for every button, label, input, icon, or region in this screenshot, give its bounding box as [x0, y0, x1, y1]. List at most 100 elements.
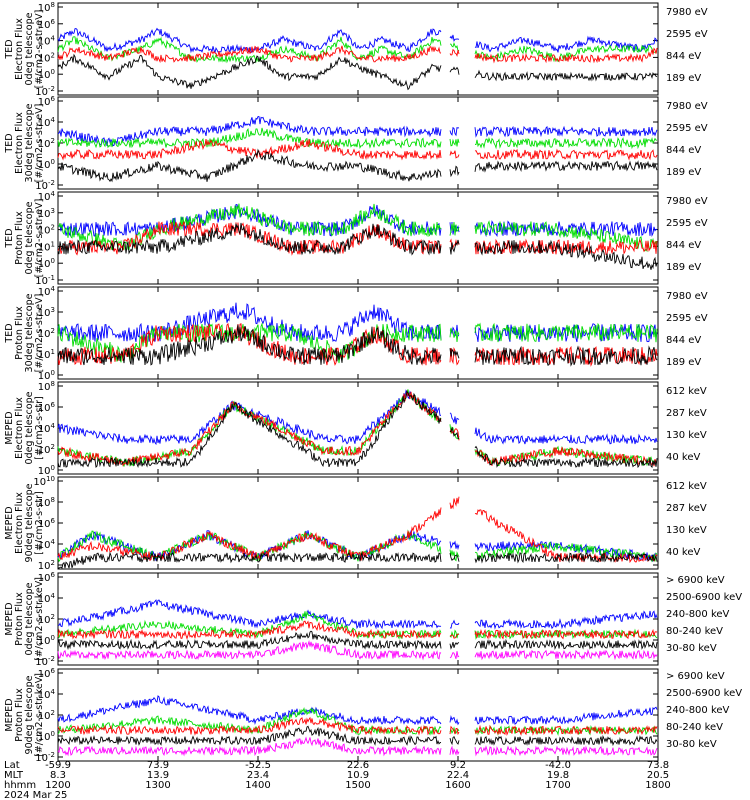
series-2595-ev: [57, 138, 658, 161]
series-130-kev: [57, 389, 658, 468]
y-tick-label: 104: [38, 285, 56, 298]
x-tick-hhmm-label: 1600: [445, 780, 470, 791]
mlt-row-label: MLT: [4, 770, 24, 781]
x-tick-mlt-label: 8.3: [50, 770, 66, 781]
series-2500-6900-kev: [57, 630, 658, 651]
legend--6900-kev: > 6900 keV: [666, 671, 725, 682]
series-7980-ev: [57, 53, 658, 91]
legend-240-800-kev: 240-800 keV: [666, 609, 730, 620]
y-tick-label: 108: [38, 380, 55, 393]
y-tick-label: 100: [38, 68, 55, 81]
series-40-kev: [57, 389, 658, 446]
y-tick-label: 104: [38, 592, 56, 605]
series-7980-ev: [57, 222, 658, 270]
y-tick-label: 100: [38, 634, 55, 647]
y-tick-label: 104: [38, 538, 56, 551]
y-tick-label: 102: [38, 613, 55, 626]
x-tick-lat-label: -59.9: [45, 760, 71, 771]
legend-7980-ev: 7980 eV: [666, 196, 708, 207]
y-tick-label: 100: [38, 257, 55, 270]
y-tick-label: 100: [38, 369, 55, 382]
y-tick-label: 102: [38, 224, 55, 237]
series-7980-ev: [57, 148, 658, 183]
legend-7980-ev: 7980 eV: [666, 7, 708, 18]
legend-844-ev: 844 eV: [666, 240, 701, 251]
lat-row-label: Lat: [4, 760, 20, 771]
x-tick-hhmm-label: 1400: [245, 780, 270, 791]
y-tick-label: 104: [38, 116, 56, 129]
y-tick-label: 102: [38, 51, 55, 64]
legend-844-ev: 844 eV: [666, 51, 701, 62]
legend-130-kev: 130 keV: [666, 430, 707, 441]
x-tick-mlt-label: 19.8: [547, 770, 569, 781]
panel-frame: [57, 191, 659, 285]
legend-2595-ev: 2595 eV: [666, 313, 708, 324]
date-label: 2024 Mar 25: [4, 790, 67, 800]
legend-612-kev: 612 keV: [666, 481, 707, 492]
legend-189-ev: 189 eV: [666, 167, 701, 178]
y-tick-label: 10-1: [35, 274, 55, 287]
x-tick-hhmm-label: 1700: [545, 780, 570, 791]
y-axis-label: TEDElectron Flux0deg telescope[#/cm2-s-s…: [4, 10, 45, 89]
legend-2595-ev: 2595 eV: [666, 29, 708, 40]
legend-2500-6900-kev: 2500-6900 keV: [666, 592, 742, 603]
y-axis-label: TEDProton Flux30deg telescope[#/cm2-s-st…: [4, 293, 45, 372]
legend-80-240-kev: 80-240 keV: [666, 626, 723, 637]
y-tick-label: 102: [38, 443, 55, 456]
legend-2595-ev: 2595 eV: [666, 123, 708, 134]
legend--6900-kev: > 6900 keV: [666, 575, 725, 586]
legend-287-kev: 287 keV: [666, 408, 707, 419]
y-tick-label: 104: [38, 688, 56, 701]
series-240-800-kev: [57, 620, 658, 640]
x-tick-lat-label: 22.6: [347, 760, 369, 771]
y-tick-label: 101: [38, 240, 55, 253]
legend-30-80-kev: 30-80 keV: [666, 739, 717, 750]
series-6900-kev: [57, 736, 658, 757]
legend-80-240-kev: 80-240 keV: [666, 722, 723, 733]
y-axis-label: MEPEDProton Flux90deg telescope[#/cm2-s-…: [4, 673, 45, 757]
y-tick-label: 106: [38, 18, 56, 31]
y-tick-label: 10-2: [35, 751, 55, 764]
legend-189-ev: 189 eV: [666, 73, 701, 84]
series-287-kev: [57, 496, 658, 564]
series-6900-kev: [57, 639, 658, 661]
y-tick-label: 106: [38, 517, 56, 530]
y-tick-label: 102: [38, 559, 55, 572]
y-tick-label: 100: [38, 158, 55, 171]
y-tick-label: 101: [38, 348, 55, 361]
x-tick-lat-label: -52.5: [245, 760, 271, 771]
y-axis-label: MEPEDElectron Flux0deg telescope[#/cm2-s…: [4, 391, 45, 464]
x-tick-hhmm-label: 1800: [645, 780, 670, 791]
y-tick-label: 104: [38, 35, 56, 48]
series-844-ev: [57, 203, 658, 253]
legend-612-kev: 612 keV: [666, 386, 707, 397]
legend-240-800-kev: 240-800 keV: [666, 705, 730, 716]
y-axis-label: TEDProton Flux0deg telescope[#/cm2-s-str…: [4, 199, 45, 278]
y-tick-label: 103: [38, 306, 55, 319]
x-tick-hhmm-label: 1300: [145, 780, 170, 791]
x-tick-lat-label: 73.8: [647, 760, 669, 771]
legend-40-kev: 40 keV: [666, 452, 700, 463]
y-tick-label: 104: [38, 190, 56, 203]
panels: 108 106 104 102 100 10-2 TEDElectron Flux0deg …: [4, 1, 742, 764]
series-30-80-kev: [57, 695, 658, 726]
legend-2595-ev: 2595 eV: [666, 218, 708, 229]
series-612-kev: [58, 551, 658, 569]
x-tick-lat-label: 73.9: [147, 760, 169, 771]
series-7980-ev: [57, 324, 658, 367]
y-tick-label: 106: [38, 401, 56, 414]
legend-844-ev: 844 eV: [666, 145, 701, 156]
panel-frame: [57, 668, 659, 762]
x-tick-mlt-label: 10.9: [347, 770, 369, 781]
legend-189-ev: 189 eV: [666, 357, 701, 368]
legend-7980-ev: 7980 eV: [666, 101, 708, 112]
y-tick-label: 1010: [33, 475, 55, 488]
series-189-ev: [57, 116, 658, 147]
legend-844-ev: 844 eV: [666, 335, 701, 346]
legend-130-kev: 130 keV: [666, 525, 707, 536]
